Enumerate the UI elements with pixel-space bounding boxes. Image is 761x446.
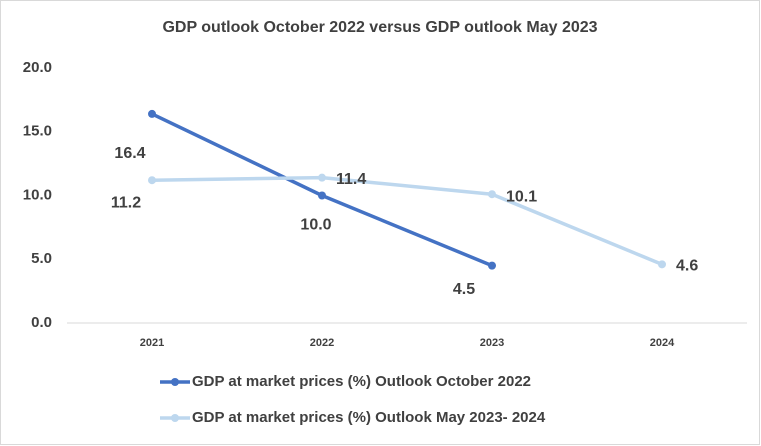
chart-title: GDP outlook October 2022 versus GDP outl…: [162, 19, 597, 36]
y-tick-label: 10.0: [23, 186, 52, 203]
y-tick-label: 15.0: [23, 123, 52, 140]
data-label: 4.5: [453, 281, 475, 298]
x-tick-label: 2024: [650, 337, 675, 349]
series-line: [151, 175, 663, 266]
data-label: 10.0: [300, 217, 331, 234]
data-label: 11.2: [111, 194, 141, 211]
y-tick-label: 20.0: [23, 59, 52, 76]
data-label: 4.6: [676, 258, 698, 275]
point: [488, 190, 496, 199]
y-tick-label: 5.0: [31, 250, 52, 267]
data-label: 10.1: [506, 188, 537, 205]
legend-label: GDP at market prices (%) Outlook May 202…: [192, 409, 546, 426]
x-tick-label: 2023: [480, 337, 504, 349]
legend-label: GDP at market prices (%) Outlook October…: [192, 373, 531, 390]
legend-marker: [171, 414, 179, 422]
point: [318, 173, 326, 182]
point: [148, 176, 156, 185]
point: [318, 191, 326, 200]
point: [488, 261, 496, 270]
legend-marker: [171, 378, 179, 386]
y-tick-label: 0.0: [31, 314, 52, 331]
point: [148, 109, 156, 118]
data-label: 16.4: [114, 145, 145, 162]
x-tick-label: 2022: [310, 337, 334, 349]
x-tick-label: 2021: [140, 337, 164, 349]
data-label: 11.4: [336, 171, 366, 188]
point: [658, 260, 666, 269]
